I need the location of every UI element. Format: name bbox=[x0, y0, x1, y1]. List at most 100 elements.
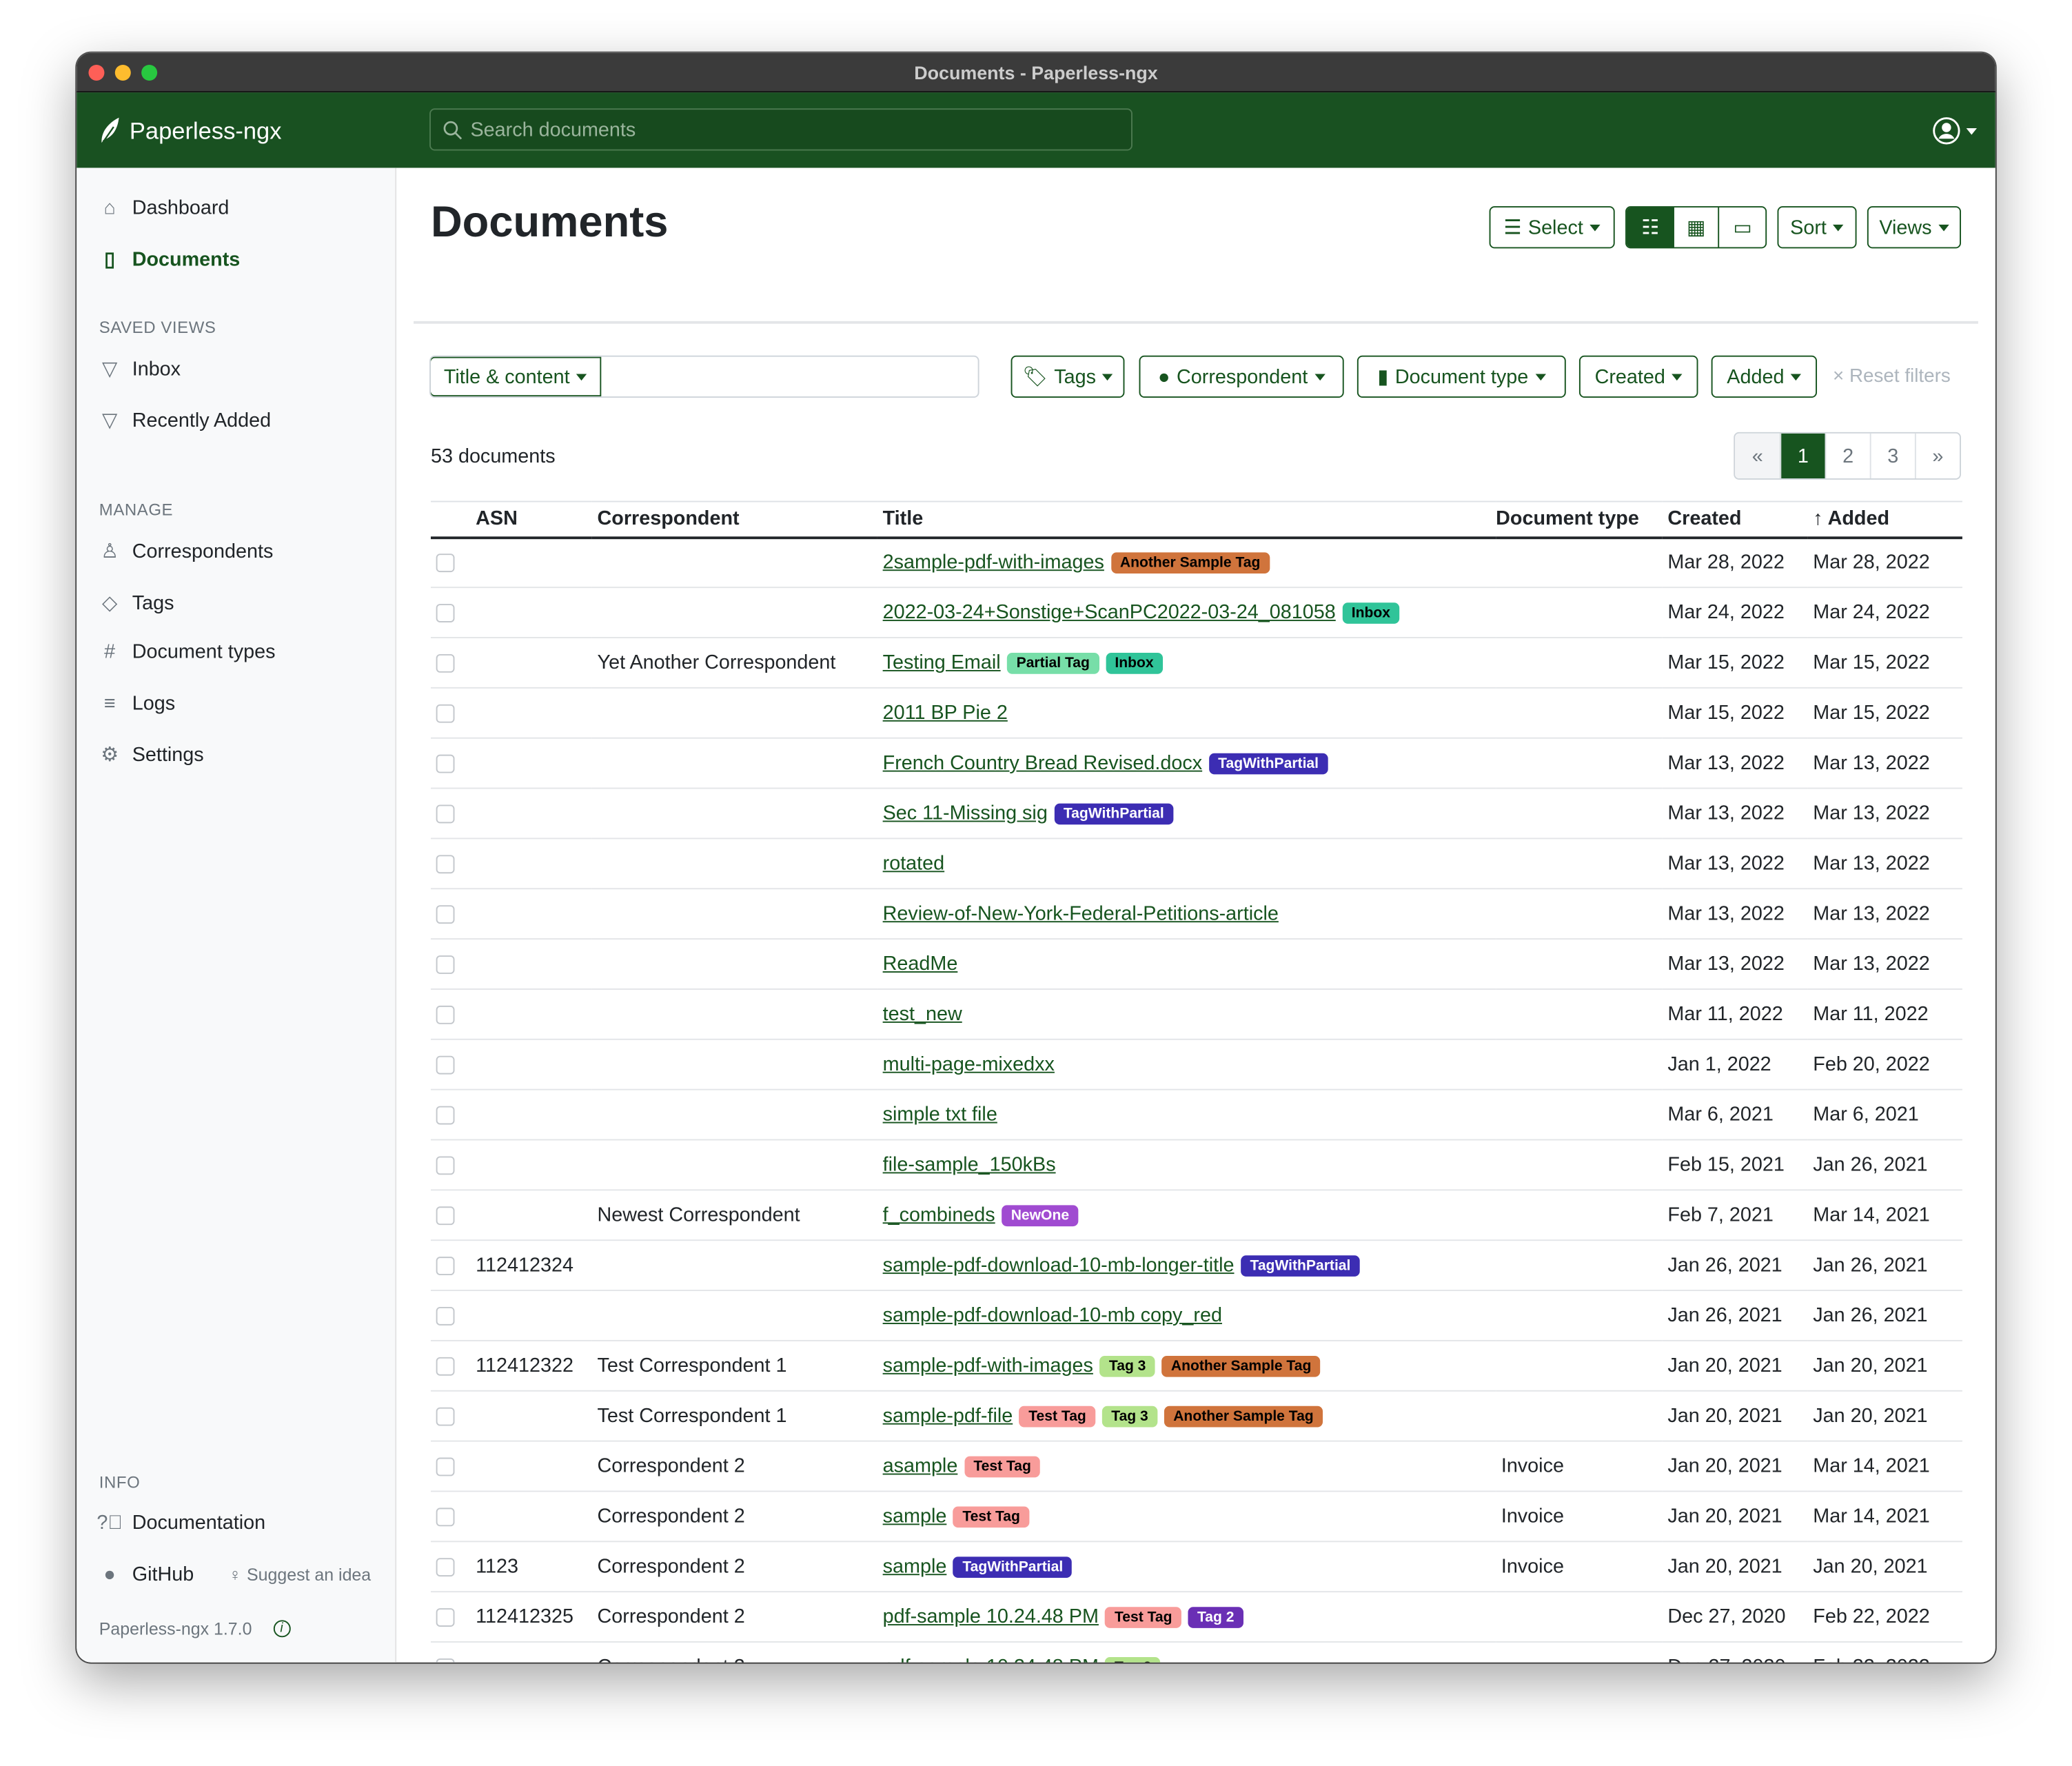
column-header-asn[interactable]: ASN bbox=[470, 500, 592, 539]
column-header-created[interactable]: Created bbox=[1662, 500, 1808, 539]
row-checkbox[interactable] bbox=[436, 1508, 455, 1527]
document-title-link[interactable]: ReadMe bbox=[882, 953, 958, 975]
document-title-link[interactable]: f_combineds bbox=[882, 1204, 995, 1227]
table-row[interactable]: Review-of-New-York-Federal-Petitions-art… bbox=[430, 889, 1962, 940]
text-filter-mode-dropdown[interactable]: Title & content bbox=[430, 356, 602, 397]
row-checkbox[interactable] bbox=[436, 1055, 455, 1075]
maximize-window-button[interactable] bbox=[141, 64, 158, 81]
document-title-link[interactable]: pdf-sample 10.24.48 PM bbox=[883, 1656, 1099, 1663]
tag-badge[interactable]: TagWithPartial bbox=[1054, 803, 1174, 825]
sidebar-item-settings[interactable]: ⚙ Settings bbox=[99, 742, 203, 767]
tag-badge[interactable]: Test Tag bbox=[1105, 1607, 1181, 1628]
document-type-filter-button[interactable]: ▮ Document type bbox=[1357, 355, 1566, 398]
sidebar-item-inbox[interactable]: ▽ Inbox bbox=[99, 357, 181, 381]
document-title-link[interactable]: rotated bbox=[882, 852, 945, 875]
correspondent-link[interactable]: Test Correspondent 1 bbox=[597, 1404, 787, 1428]
close-window-button[interactable] bbox=[88, 64, 105, 81]
column-header-title[interactable]: Title bbox=[877, 500, 1496, 539]
document-title-link[interactable]: sample bbox=[882, 1505, 947, 1528]
view-table-button[interactable]: ☷ bbox=[1626, 207, 1674, 247]
view-large-cards-button[interactable]: ▭ bbox=[1733, 216, 1752, 239]
tag-badge[interactable]: Tag 3 bbox=[1099, 1355, 1155, 1377]
table-row[interactable]: 112412322 Test Correspondent 1 sample-pd… bbox=[430, 1340, 1962, 1392]
correspondent-link[interactable]: Correspondent 2 bbox=[597, 1505, 745, 1528]
text-filter-input[interactable] bbox=[608, 357, 978, 397]
table-row[interactable]: simple txt file Mar 6, 2021 Mar 6, 2021 bbox=[430, 1089, 1962, 1141]
page-1-button[interactable]: 1 bbox=[1780, 433, 1825, 478]
github-link[interactable]: ● GitHub bbox=[99, 1563, 194, 1586]
table-row[interactable]: 2sample-pdf-with-images Another Sample Ta… bbox=[430, 537, 1962, 589]
sort-button[interactable]: Sort bbox=[1777, 206, 1857, 249]
added-filter-button[interactable]: Added bbox=[1711, 355, 1818, 398]
row-checkbox[interactable] bbox=[436, 1257, 455, 1276]
correspondent-link[interactable]: Test Correspondent 1 bbox=[597, 1354, 787, 1377]
correspondent-filter-button[interactable]: ● Correspondent bbox=[1139, 355, 1344, 398]
row-checkbox[interactable] bbox=[436, 1307, 455, 1326]
correspondent-link[interactable]: Yet Another Correspondent bbox=[597, 651, 836, 674]
sidebar-item-recently-added[interactable]: ▽ Recently Added bbox=[99, 408, 271, 432]
tag-badge[interactable]: Tag 3 bbox=[1101, 1405, 1158, 1428]
table-row[interactable]: Correspondent 2 sample Test Tag Invoice J… bbox=[430, 1491, 1962, 1543]
tag-badge[interactable]: Test Tag bbox=[964, 1456, 1041, 1478]
sidebar-item-tags[interactable]: ◇ Tags bbox=[99, 591, 174, 615]
document-title-link[interactable]: 2011 BP Pie 2 bbox=[882, 701, 1008, 724]
table-row[interactable]: Sec 11-Missing sig TagWithPartial Mar 13,… bbox=[430, 788, 1962, 840]
column-header-correspondent[interactable]: Correspondent bbox=[591, 500, 877, 539]
tag-badge[interactable]: Inbox bbox=[1105, 653, 1164, 674]
row-checkbox[interactable] bbox=[436, 704, 455, 723]
views-button[interactable]: Views bbox=[1867, 206, 1961, 249]
table-row[interactable]: Correspondent 2 asample Test Tag Invoice … bbox=[430, 1441, 1962, 1492]
user-menu-button[interactable] bbox=[1932, 116, 1977, 145]
table-row[interactable]: 112412325 Correspondent 2 pdf-sample 10.… bbox=[430, 1592, 1962, 1643]
tag-badge[interactable]: TagWithPartial bbox=[953, 1556, 1073, 1579]
correspondent-link[interactable]: Correspondent 2 bbox=[597, 1605, 745, 1628]
row-checkbox[interactable] bbox=[436, 1407, 455, 1426]
correspondent-link[interactable]: Correspondent 2 bbox=[598, 1656, 745, 1663]
document-title-link[interactable]: sample-pdf-with-images bbox=[882, 1354, 1093, 1377]
sidebar-item-document-types[interactable]: # Document types bbox=[99, 641, 275, 664]
table-row[interactable]: 2011 BP Pie 2 Mar 15, 2022 Mar 15, 2022 bbox=[430, 687, 1962, 739]
sidebar-item-logs[interactable]: ≡ Logs bbox=[99, 693, 175, 715]
document-title-link[interactable]: French Country Bread Revised.docx bbox=[882, 751, 1203, 775]
table-row[interactable]: multi-page-mixedxx Jan 1, 2022 Feb 20, 2… bbox=[430, 1039, 1962, 1090]
prev-page-button[interactable]: « bbox=[1735, 433, 1780, 478]
row-checkbox[interactable] bbox=[436, 654, 455, 673]
page-3-button[interactable]: 3 bbox=[1869, 433, 1915, 478]
search-input[interactable]: Search documents bbox=[429, 108, 1133, 151]
row-checkbox[interactable] bbox=[436, 1658, 455, 1663]
info-icon[interactable]: i bbox=[273, 1620, 291, 1638]
tag-badge[interactable]: Test Tag bbox=[1019, 1405, 1096, 1428]
table-row[interactable]: Newest Correspondent f_combineds NewOne F… bbox=[430, 1190, 1962, 1241]
tag-badge[interactable]: Tag 2 bbox=[1188, 1607, 1243, 1628]
row-checkbox[interactable] bbox=[436, 554, 455, 573]
document-title-link[interactable]: Review-of-New-York-Federal-Petitions-art… bbox=[882, 902, 1279, 925]
table-row[interactable]: rotated Mar 13, 2022 Mar 13, 2022 bbox=[430, 838, 1962, 890]
tag-badge[interactable]: Partial Tag bbox=[1007, 653, 1099, 674]
table-row[interactable]: 2022-03-24+Sonstige+ScanPC2022-03-24_081… bbox=[430, 587, 1962, 638]
select-button[interactable]: ☰ Select bbox=[1489, 206, 1615, 249]
table-row[interactable]: Correspondent 2 pdf-sample 10.24.48 PM Ta… bbox=[430, 1641, 1962, 1663]
tags-filter-button[interactable]: 🏷︎ Tags bbox=[1010, 355, 1125, 398]
tag-badge[interactable]: TagWithPartial bbox=[1241, 1255, 1360, 1277]
row-checkbox[interactable] bbox=[436, 905, 455, 924]
table-row[interactable]: test_new Mar 11, 2022 Mar 11, 2022 bbox=[430, 988, 1962, 1040]
document-title-link[interactable]: Testing Email bbox=[882, 651, 1001, 674]
row-checkbox[interactable] bbox=[436, 804, 455, 824]
row-checkbox[interactable] bbox=[436, 1608, 455, 1627]
suggest-idea-link[interactable]: ♀ Suggest an idea bbox=[229, 1565, 372, 1585]
row-checkbox[interactable] bbox=[436, 1457, 455, 1476]
tag-badge[interactable]: Another Sample Tag bbox=[1161, 1355, 1321, 1377]
column-header-added[interactable]: ↑ Added bbox=[1807, 500, 1962, 539]
tag-badge[interactable]: Tag 3 bbox=[1105, 1657, 1161, 1663]
row-checkbox[interactable] bbox=[436, 604, 455, 623]
document-title-link[interactable]: sample-pdf-download-10-mb-longer-title bbox=[882, 1254, 1235, 1277]
table-row[interactable]: 1123 Correspondent 2 sample TagWithPartia… bbox=[430, 1541, 1962, 1593]
next-page-button[interactable]: » bbox=[1914, 433, 1960, 478]
row-checkbox[interactable] bbox=[436, 855, 455, 874]
document-title-link[interactable]: sample-pdf-download-10-mb copy_red bbox=[882, 1304, 1222, 1327]
tag-badge[interactable]: NewOne bbox=[1002, 1205, 1079, 1227]
correspondent-link[interactable]: Correspondent 2 bbox=[597, 1555, 745, 1579]
document-title-link[interactable]: multi-page-mixedxx bbox=[882, 1053, 1055, 1076]
tag-badge[interactable]: Another Sample Tag bbox=[1110, 552, 1270, 574]
document-title-link[interactable]: sample-pdf-file bbox=[882, 1404, 1013, 1428]
